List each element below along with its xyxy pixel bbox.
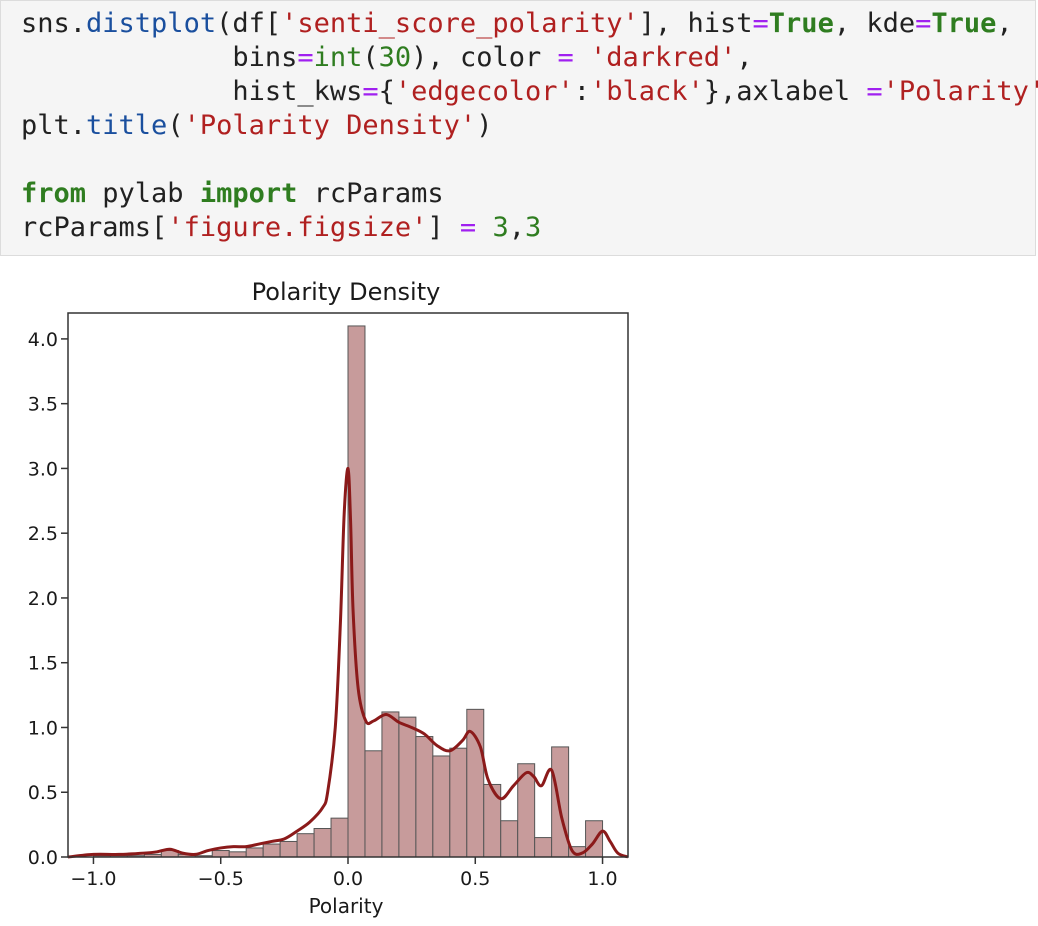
code-token: True	[931, 8, 997, 39]
code-token: =	[459, 212, 477, 243]
code-token: 'black'	[589, 76, 704, 107]
code-token: hist_kws	[21, 76, 363, 107]
y-tick-label: 1.5	[28, 653, 58, 675]
histogram-bar	[279, 840, 298, 858]
y-tick-label: 0.0	[28, 847, 58, 869]
kde-curve	[67, 466, 629, 859]
histogram-bar	[296, 833, 315, 858]
code-token: 3	[492, 212, 509, 243]
histogram-bar	[415, 736, 434, 858]
code-token: rcParams	[297, 178, 444, 209]
code-token: plt.	[21, 110, 87, 141]
code-token: ), color	[411, 42, 558, 73]
code-token: },axlabel	[703, 76, 867, 107]
code-token: =	[557, 42, 574, 73]
y-tick-label: 3.5	[28, 394, 58, 416]
x-tick-label: 0.5	[460, 868, 490, 890]
code-token: =	[752, 8, 769, 39]
x-tick-label: 1.0	[587, 868, 617, 890]
code-token: rcParams[	[21, 212, 168, 243]
y-tick-label: 3.0	[28, 458, 58, 480]
y-tick-label: 2.5	[28, 523, 58, 545]
x-tick-label: 0.0	[333, 868, 363, 890]
histogram-bar	[449, 747, 468, 858]
distribution-chart: Polarity Density −1.0 −0.5 0.0 0.5 1.0 0.00.…	[28, 278, 629, 918]
histogram-bar	[262, 843, 281, 858]
code-token: (	[167, 110, 184, 141]
code-token: {	[378, 76, 395, 107]
code-token: :	[573, 76, 590, 107]
x-axis: −1.0 −0.5 0.0 0.5 1.0	[70, 857, 618, 890]
code-token: 'Polarity Density'	[183, 110, 477, 141]
histogram-bar	[347, 325, 366, 858]
cell-output: Polarity Density −1.0 −0.5 0.0 0.5 1.0 0.0 0.…	[0, 262, 1038, 922]
code-token: =	[915, 8, 932, 39]
y-tick-label: 2.0	[28, 588, 58, 610]
code-token: distplot	[86, 8, 217, 39]
code-token	[476, 212, 492, 243]
code-token: 30	[378, 42, 412, 73]
code-token: )	[476, 110, 493, 141]
x-axis-label: Polarity	[309, 894, 384, 918]
code-token: (df[	[216, 8, 282, 39]
code-token: ,	[736, 42, 753, 73]
code-token: , kde	[833, 8, 916, 39]
code-token: True	[768, 8, 834, 39]
code-token: sns.	[21, 8, 87, 39]
code-token: pylab	[86, 178, 200, 209]
histogram-bar	[398, 716, 417, 858]
histogram-bar	[585, 820, 604, 858]
code-token: title	[86, 110, 168, 141]
code-token: =	[297, 42, 314, 73]
histogram-bar	[432, 755, 451, 858]
code-token: =	[866, 76, 883, 107]
code-cell[interactable]: sns.distplot(df['senti_score_polarity'],…	[0, 0, 1038, 256]
code-token: 3	[524, 212, 542, 243]
code-token: 'edgecolor'	[394, 76, 574, 107]
code-editor[interactable]: sns.distplot(df['senti_score_polarity'],…	[21, 7, 1038, 245]
code-token: 'senti_score_polarity'	[281, 8, 639, 39]
histogram-bar	[245, 847, 264, 858]
y-tick-label: 4.0	[28, 329, 58, 351]
histogram-bar	[211, 850, 230, 858]
code-token: ]	[427, 212, 460, 243]
code-token: 'darkred'	[590, 42, 737, 73]
histogram-bar	[228, 851, 247, 858]
code-token: import	[199, 178, 298, 209]
code-token: (	[362, 42, 379, 73]
code-token: ], hist	[638, 8, 753, 39]
histogram-bar	[313, 828, 332, 858]
chart-title: Polarity Density	[252, 278, 441, 306]
code-token: bins	[21, 42, 298, 73]
code-token: int	[313, 42, 363, 73]
y-tick-label: 1.0	[28, 717, 58, 739]
histogram-bar	[330, 817, 349, 858]
histogram-bar	[534, 837, 553, 858]
histogram-bar	[381, 711, 400, 858]
code-token: =	[362, 76, 379, 107]
y-axis: 0.0 0.5 1.0 1.5 2.0 2.5 3.0 3.5 4.0	[28, 329, 68, 869]
code-token: ,	[508, 212, 525, 243]
histogram-bar	[500, 820, 519, 858]
code-token: 'Polarity'	[882, 76, 1038, 107]
x-tick-label: −1.0	[70, 868, 116, 890]
histogram-bars	[92, 325, 604, 858]
y-tick-label: 0.5	[28, 782, 58, 804]
code-token	[574, 42, 590, 73]
code-token: ,	[996, 8, 1013, 39]
code-token: from	[21, 178, 87, 209]
histogram-bar	[364, 750, 383, 858]
code-token: 'figure.figsize'	[167, 212, 428, 243]
x-tick-label: −0.5	[198, 868, 244, 890]
